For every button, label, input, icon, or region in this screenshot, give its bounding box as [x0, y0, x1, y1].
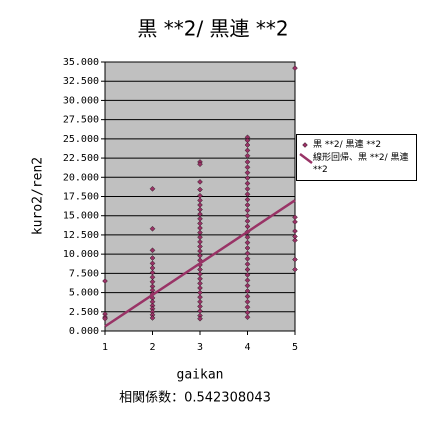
data-point	[244, 299, 251, 305]
y-tick-label: 25.000	[63, 134, 99, 145]
data-point	[244, 180, 251, 187]
y-tick-label: 7.500	[69, 268, 99, 279]
data-point	[197, 161, 203, 168]
y-tick-label: 5.000	[69, 288, 99, 299]
data-point	[244, 147, 251, 154]
data-point	[244, 202, 251, 208]
data-point	[244, 207, 251, 214]
legend-label: 線形回帰、黒 **2/ 黒連 **2	[313, 153, 409, 175]
y-tick-label: 0.000	[69, 326, 99, 337]
data-point	[149, 315, 156, 321]
y-tick-label: 27.500	[63, 115, 99, 126]
data-point	[244, 314, 251, 320]
data-point	[244, 152, 251, 159]
data-point	[244, 239, 251, 246]
y-tick-label: 32.500	[63, 76, 99, 87]
data-point	[244, 266, 251, 273]
data-point	[244, 186, 251, 192]
data-point	[244, 159, 251, 165]
data-point	[244, 304, 251, 310]
data-point	[244, 261, 251, 267]
data-point	[244, 191, 251, 197]
data-point	[292, 266, 298, 273]
y-tick-label: 22.500	[63, 153, 99, 164]
data-point	[244, 282, 251, 289]
data-point	[197, 179, 203, 185]
x-tick-label: 1	[102, 342, 108, 353]
x-tick-label: 4	[244, 342, 250, 353]
legend-swatch	[302, 142, 308, 148]
data-point	[197, 315, 203, 322]
data-point	[244, 234, 251, 241]
y-tick-label: 12.500	[63, 230, 99, 241]
legend-label: 黒 **2/ 黒連 **2	[313, 140, 382, 150]
y-tick-label: 30.000	[63, 95, 99, 106]
data-point	[244, 223, 251, 230]
legend: 黒 **2/ 黒連 **2 線形回帰、黒 **2/ 黒連 **2	[296, 134, 417, 181]
data-point	[102, 315, 108, 322]
annotation: 相関係数：0.542308043	[119, 391, 271, 406]
regression-line	[104, 199, 296, 328]
data-point	[292, 237, 298, 244]
data-point	[244, 142, 251, 148]
y-tick-label: 35.000	[63, 57, 99, 68]
data-point	[292, 256, 298, 263]
legend-swatch	[299, 153, 313, 164]
y-tick-label: 2.500	[69, 307, 99, 318]
data-point	[244, 272, 251, 278]
x-tick-label: 2	[149, 342, 155, 353]
data-point	[244, 255, 251, 262]
legend-marker	[302, 142, 308, 148]
data-point	[149, 255, 156, 261]
y-tick-label: 17.500	[63, 192, 99, 203]
data-point	[149, 225, 156, 232]
data-point	[244, 288, 251, 294]
legend-line	[299, 153, 313, 164]
y-axis-label: kuro2/ren2	[31, 157, 46, 235]
x-tick-label: 5	[292, 342, 298, 353]
x-axis-label: gaikan	[177, 368, 224, 383]
y-tick-label: 15.000	[63, 211, 99, 222]
x-tick-label: 3	[197, 342, 203, 353]
data-point	[244, 293, 251, 300]
data-point	[244, 245, 251, 251]
data-point	[102, 278, 108, 284]
data-point	[244, 164, 251, 171]
chart-title: 黒 **2/ 黒連 **2	[137, 17, 288, 41]
data-point	[149, 186, 156, 192]
data-point	[244, 196, 251, 203]
data-point	[244, 212, 251, 219]
data-point	[149, 247, 156, 254]
data-point	[244, 218, 251, 224]
data-point	[244, 250, 251, 257]
y-tick-label: 20.000	[63, 172, 99, 183]
y-tick-label: 10.000	[63, 249, 99, 260]
data-point	[292, 228, 298, 234]
data-point	[197, 186, 203, 193]
data-point	[244, 169, 251, 176]
legend-item: 黒 **2/ 黒連 **2	[299, 139, 414, 151]
data-point	[244, 277, 251, 284]
legend-item: 線形回帰、黒 **2/ 黒連 **2	[299, 152, 414, 176]
data-point	[292, 65, 298, 71]
data-point	[292, 219, 298, 225]
data-point	[244, 175, 251, 181]
